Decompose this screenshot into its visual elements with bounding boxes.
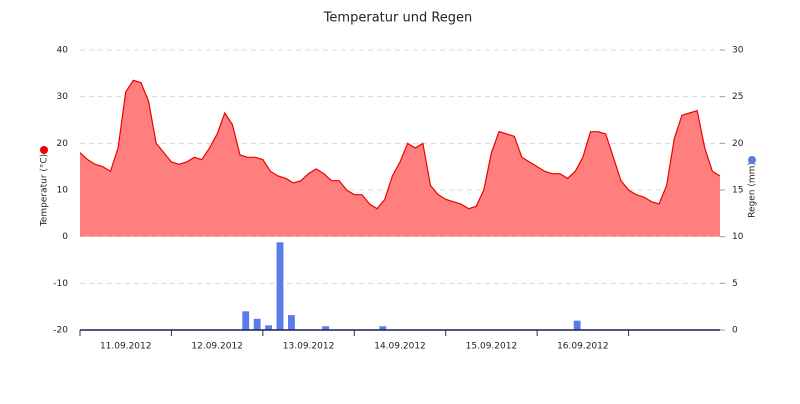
bar bbox=[573, 320, 581, 330]
x-tick-label: 16.09.2012 bbox=[557, 342, 609, 352]
y-tick-label: 20 bbox=[57, 139, 69, 149]
chart-title: Temperatur und Regen bbox=[323, 11, 473, 26]
x-tick-label: 14.09.2012 bbox=[374, 342, 426, 352]
y2-tick-label: 30 bbox=[732, 46, 744, 56]
y2-tick-label: 0 bbox=[732, 326, 738, 336]
x-tick-label: 11.09.2012 bbox=[100, 342, 152, 352]
bar bbox=[276, 242, 284, 330]
bar bbox=[253, 318, 261, 330]
bar bbox=[379, 326, 387, 330]
y-tick-label: -10 bbox=[53, 279, 68, 289]
y-tick-label: -20 bbox=[53, 326, 68, 336]
y2-tick-label: 25 bbox=[732, 92, 743, 102]
bar bbox=[265, 325, 272, 330]
y2-tick-label: 10 bbox=[732, 232, 744, 242]
bar bbox=[242, 311, 250, 330]
axis-labels: Temperatur (°C) Regen (mm) bbox=[40, 154, 758, 227]
y2-tick-label: 20 bbox=[732, 139, 744, 149]
y-tick-label: 40 bbox=[57, 46, 69, 56]
legend-dot bbox=[748, 156, 756, 164]
y-tick-label: 0 bbox=[62, 232, 68, 242]
x-tick-label: 12.09.2012 bbox=[191, 342, 243, 352]
y2-axis-label: Regen (mm) bbox=[748, 162, 758, 218]
x-tick-label: 13.09.2012 bbox=[283, 342, 335, 352]
line bbox=[79, 79, 721, 210]
bar bbox=[288, 315, 295, 330]
y2-tick-label: 5 bbox=[732, 279, 738, 289]
area bbox=[80, 80, 720, 237]
y2-tick-label: 15 bbox=[732, 186, 743, 196]
y-axis-label: Temperatur (°C) bbox=[40, 154, 50, 227]
y-tick-label: 30 bbox=[57, 92, 69, 102]
bar bbox=[322, 326, 330, 330]
y-tick-label: 10 bbox=[57, 186, 69, 196]
legend-dot bbox=[40, 146, 48, 154]
x-tick-label: 15.09.2012 bbox=[466, 342, 518, 352]
